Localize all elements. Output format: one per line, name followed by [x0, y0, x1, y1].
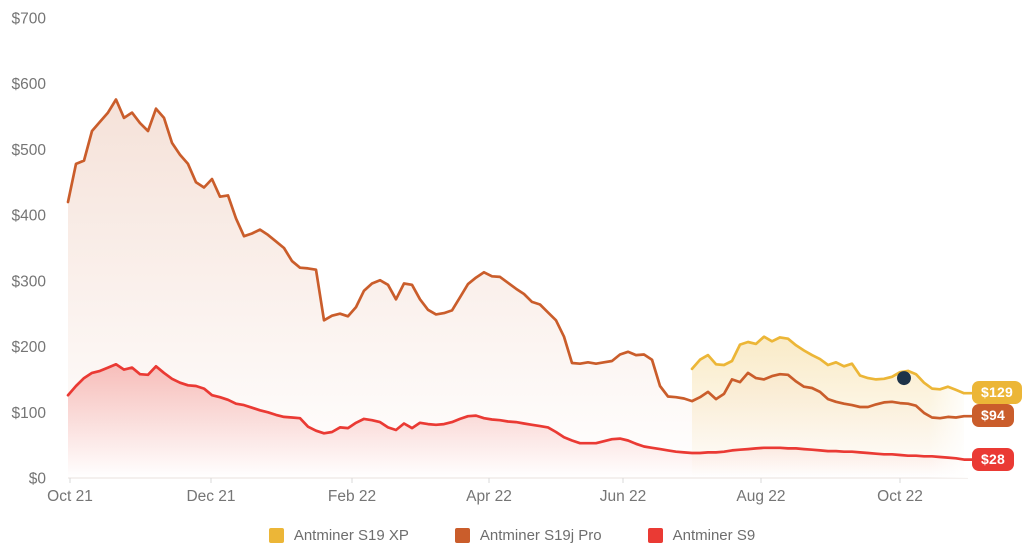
legend-label: Antminer S19j Pro	[479, 527, 602, 544]
y-axis-label: $500	[12, 142, 47, 159]
y-axis-label: $100	[12, 405, 47, 422]
line-antminer-s19j-pro	[66, 98, 977, 420]
legend-item-antminer-s19-xp[interactable]: Antminer S19 XP	[268, 527, 409, 544]
legend-swatch-antminer-s19j-pro	[454, 528, 470, 543]
legend-swatch-antminer-s19-xp	[268, 528, 284, 543]
x-axis-label: Oct 21	[47, 488, 93, 505]
x-axis-label: Dec 21	[186, 488, 235, 505]
area-antminer-s9	[68, 364, 964, 478]
x-axis-label: Jun 22	[600, 488, 647, 505]
highlight-dot	[897, 371, 911, 386]
price-badge-antminer-s19j-pro: $94	[972, 404, 1014, 428]
chart-legend: Antminer S19 XP Antminer S19j Pro Antminer…	[0, 527, 1024, 544]
x-axis-label: Aug 22	[736, 488, 785, 505]
y-axis-label: $700	[12, 11, 47, 28]
area-antminer-s19-xp	[692, 336, 964, 478]
x-axis-label: Feb 22	[328, 488, 376, 505]
line-antminer-s19-xp	[690, 335, 977, 395]
legend-swatch-antminer-s9	[647, 528, 663, 543]
legend-item-antminer-s19j-pro[interactable]: Antminer S19j Pro	[454, 527, 602, 544]
x-axis-label: Apr 22	[466, 488, 512, 505]
chart-canvas: $0 $100 $200 $300 $400 $500 $600 $700 Oct 21 Dec …	[12, 8, 977, 505]
legend-item-antminer-s9[interactable]: Antminer S9	[647, 527, 756, 544]
y-axis-label: $200	[12, 339, 47, 356]
y-axis-label: $400	[12, 208, 47, 225]
legend-label: Antminer S9	[672, 527, 756, 544]
right-edge-fade	[928, 8, 972, 478]
price-badge-antminer-s19-xp: $129	[972, 381, 1022, 405]
y-axis-label: $300	[12, 273, 47, 290]
y-axis-label: $0	[29, 471, 47, 488]
line-antminer-s9	[66, 362, 977, 461]
legend-label: Antminer S19 XP	[293, 527, 409, 544]
y-axis-label: $600	[12, 76, 47, 93]
price-badge-antminer-s9: $28	[972, 447, 1014, 471]
x-axis-label: Oct 22	[877, 488, 923, 505]
